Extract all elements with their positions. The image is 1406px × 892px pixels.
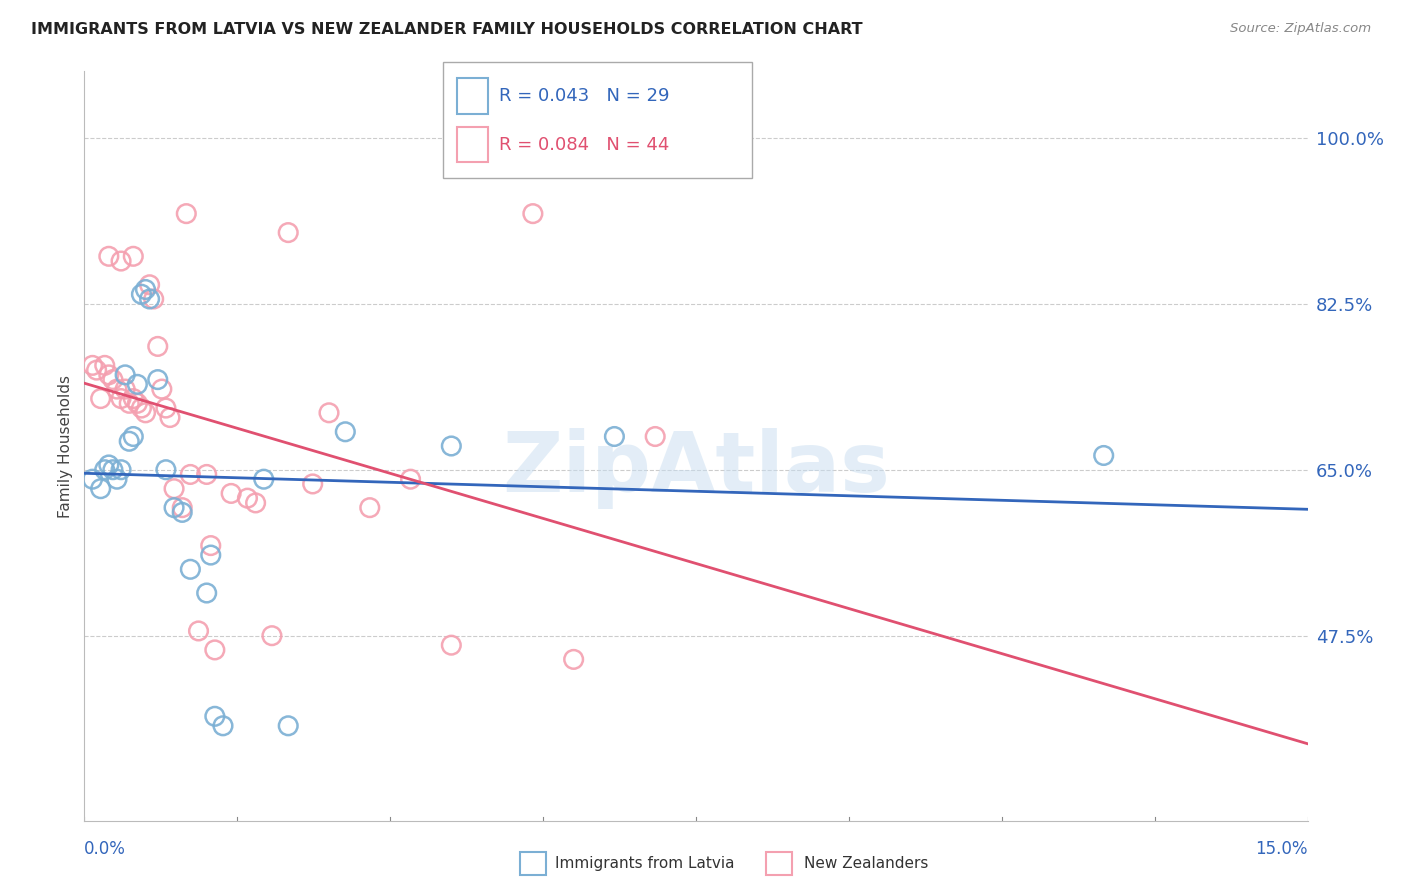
Point [399, 472, 422, 486]
Text: Immigrants from Latvia: Immigrants from Latvia [555, 856, 735, 871]
Point [110, 392, 132, 406]
Point [204, 709, 226, 723]
Text: R = 0.043   N = 29: R = 0.043 N = 29 [499, 87, 669, 105]
Point [86, 363, 108, 377]
Point [212, 719, 235, 733]
Text: Source: ZipAtlas.com: Source: ZipAtlas.com [1230, 22, 1371, 36]
Point [146, 373, 169, 387]
Point [155, 401, 177, 415]
Point [179, 562, 201, 576]
Point [219, 486, 242, 500]
Point [301, 477, 323, 491]
Point [110, 254, 132, 268]
Text: IMMIGRANTS FROM LATVIA VS NEW ZEALANDER FAMILY HOUSEHOLDS CORRELATION CHART: IMMIGRANTS FROM LATVIA VS NEW ZEALANDER … [31, 22, 862, 37]
Point [138, 277, 160, 292]
Point [204, 643, 226, 657]
Point [142, 292, 165, 306]
Point [93, 463, 115, 477]
Point [114, 382, 136, 396]
Point [90, 482, 112, 496]
Point [335, 425, 357, 439]
Point [114, 368, 136, 382]
Point [200, 548, 222, 562]
Point [195, 586, 218, 600]
Point [155, 463, 177, 477]
Point [135, 283, 157, 297]
Point [195, 467, 218, 482]
Point [93, 359, 115, 373]
Point [97, 249, 120, 263]
Point [97, 368, 120, 382]
Point [260, 629, 283, 643]
Point [138, 292, 160, 306]
Point [179, 467, 201, 482]
Point [122, 392, 145, 406]
Point [118, 396, 141, 410]
Point [644, 429, 666, 443]
Point [440, 638, 463, 652]
Text: ZipAtlas: ZipAtlas [502, 428, 890, 509]
Point [82, 359, 104, 373]
Point [318, 406, 340, 420]
Point [522, 206, 544, 220]
Point [172, 505, 194, 519]
Text: 15.0%: 15.0% [1256, 839, 1308, 857]
Point [118, 434, 141, 449]
Point [122, 249, 145, 263]
Point [135, 406, 157, 420]
Text: R = 0.084   N = 44: R = 0.084 N = 44 [499, 136, 669, 153]
Point [236, 491, 259, 505]
Point [245, 496, 267, 510]
Point [127, 377, 149, 392]
Point [200, 539, 222, 553]
Point [146, 339, 169, 353]
Point [105, 472, 128, 486]
Point [359, 500, 381, 515]
Point [163, 482, 186, 496]
Point [101, 463, 124, 477]
Point [105, 382, 128, 396]
Point [159, 410, 181, 425]
Point [1092, 449, 1115, 463]
Point [163, 500, 186, 515]
Point [90, 392, 112, 406]
Point [440, 439, 463, 453]
Point [101, 373, 124, 387]
Point [603, 429, 626, 443]
Point [131, 287, 153, 301]
Point [122, 429, 145, 443]
Point [150, 382, 173, 396]
Point [277, 719, 299, 733]
Point [172, 500, 194, 515]
Point [187, 624, 209, 638]
Point [253, 472, 276, 486]
Y-axis label: Family Households: Family Households [58, 375, 73, 517]
Point [97, 458, 120, 472]
Point [127, 396, 149, 410]
Point [277, 226, 299, 240]
Text: 0.0%: 0.0% [84, 839, 127, 857]
Point [562, 652, 585, 666]
Point [174, 206, 197, 220]
Point [131, 401, 153, 415]
Text: New Zealanders: New Zealanders [804, 856, 928, 871]
Point [82, 472, 104, 486]
Point [110, 463, 132, 477]
